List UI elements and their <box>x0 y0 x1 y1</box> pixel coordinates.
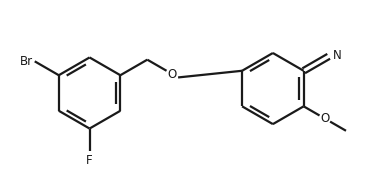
Text: N: N <box>333 49 342 62</box>
Text: O: O <box>168 68 177 81</box>
Text: Br: Br <box>20 55 32 68</box>
Text: F: F <box>86 154 93 167</box>
Text: O: O <box>320 112 329 125</box>
